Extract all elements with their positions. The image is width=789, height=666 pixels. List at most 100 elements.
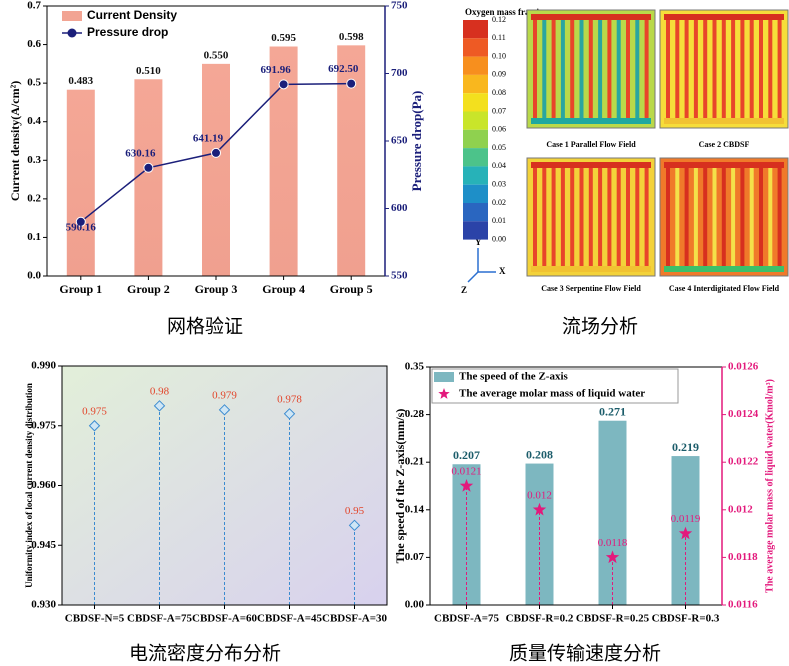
- colorbar-label: 0.06: [492, 125, 506, 134]
- bar-value-label: 0.207: [453, 448, 480, 462]
- flow-channel: [635, 20, 640, 118]
- y-tick-label: 0.00: [405, 599, 425, 611]
- flow-channel: [664, 162, 784, 168]
- line-value-label: 692.50: [328, 63, 359, 75]
- chart: 0.483 0.510 0.550 0.595 0.598 590.16 630.16 641…: [8, 0, 424, 296]
- flow-channel: [759, 20, 763, 118]
- y-tick-label: 0.960: [31, 479, 56, 491]
- colorbar-segment: [463, 221, 488, 240]
- star-value-label: 0.0118: [598, 537, 628, 549]
- colorbar-segment: [463, 20, 488, 39]
- y-tick-label: 0.0: [27, 270, 41, 282]
- axis-label: X: [499, 266, 506, 276]
- flow-channel: [675, 168, 680, 266]
- legend-label: The average molar mass of liquid water: [459, 388, 645, 400]
- case-label: Case 3 Serpentine Flow Field: [541, 284, 641, 293]
- y-tick-label: 0.2: [27, 192, 41, 204]
- flow-channel: [768, 168, 773, 266]
- flow-channel: [731, 20, 736, 118]
- line-marker: [211, 147, 221, 158]
- flow-channel: [749, 20, 754, 118]
- colorbar-label: 0.02: [492, 198, 506, 207]
- colorbar-segment: [463, 148, 488, 167]
- bar-value-label: 0.483: [68, 75, 93, 87]
- flow-channel: [588, 168, 593, 266]
- lollipop-marker: [218, 404, 231, 416]
- star-value-label: 0.0121: [451, 466, 481, 478]
- x-tick-label: CBDSF-N=5: [65, 613, 125, 625]
- x-tick-label: CBDSF-A=45: [257, 613, 322, 625]
- flow-channel: [616, 20, 621, 118]
- flow-channel: [721, 168, 726, 266]
- y2-tick-label: 0.0126: [728, 361, 759, 373]
- flow-channel: [731, 168, 736, 266]
- caption: 流场分析: [562, 315, 638, 337]
- x-tick-label: CBDSF-A=60: [192, 613, 257, 625]
- axis-label: Z: [461, 285, 467, 295]
- star-marker: [459, 479, 474, 492]
- y2-tick-label: 600: [391, 202, 408, 214]
- star-value-label: 0.0119: [671, 513, 701, 525]
- y2-tick-label: 0.012: [728, 503, 753, 515]
- chart: 0.975 0.98 0.979 0.978 0.95 0.930 0.945 0.960 0.…: [24, 360, 388, 625]
- y2-tick-label: 0.0124: [728, 408, 759, 420]
- lollipop-value-label: 0.98: [150, 385, 170, 397]
- line-value-label: 590.16: [66, 221, 97, 233]
- flow-channel: [542, 20, 547, 118]
- star-marker: [678, 526, 693, 540]
- x-tick-label: Group 2: [127, 282, 170, 296]
- flow-channel: [712, 168, 717, 266]
- x-tick-label: CBDSF-R=0.25: [576, 613, 650, 625]
- flow-channel: [703, 168, 708, 266]
- colorbar-label: 0.11: [492, 33, 506, 42]
- colorbar-label: 0.12: [492, 15, 506, 24]
- bar: [66, 89, 95, 276]
- x-tick-label: CBDSF-R=0.3: [652, 613, 720, 625]
- flow-channel: [740, 168, 745, 266]
- colorbar-label: 0.08: [492, 88, 506, 97]
- x-tick-label: CBDSF-A=30: [322, 613, 387, 625]
- flow-channel: [693, 168, 698, 266]
- flow-channel: [598, 20, 603, 118]
- y-tick-label: 0.1: [27, 231, 41, 243]
- flow-channel: [531, 162, 651, 168]
- flow-channel: [644, 20, 649, 118]
- colorbar-segment: [463, 203, 488, 222]
- y2-tick-label: 700: [391, 67, 408, 79]
- y-axis-title: Current density(A/cm²): [8, 81, 22, 201]
- colorbar-segment: [463, 129, 488, 149]
- flow-channel: [644, 168, 649, 266]
- flow-channel: [616, 168, 621, 266]
- flow-channel: [740, 20, 745, 118]
- line-marker: [346, 78, 357, 89]
- flow-channel: [560, 168, 565, 266]
- caption: 质量传输速度分析: [509, 642, 661, 664]
- flow-channel: [666, 168, 670, 266]
- legend-label: The speed of the Z-axis: [459, 371, 569, 383]
- flow-channel: [531, 118, 651, 124]
- flow-channel: [684, 168, 689, 266]
- flow-channel: [542, 168, 547, 266]
- y2-tick-label: 750: [391, 0, 408, 12]
- y-tick-label: 0.28: [405, 408, 425, 420]
- lollipop-value-label: 0.95: [345, 505, 365, 517]
- flow-channel: [777, 20, 782, 118]
- bar-value-label: 0.219: [672, 440, 699, 454]
- x-tick-label: Group 3: [195, 282, 238, 296]
- y-axis-title: The speed of the Z-axis(mm/s): [393, 409, 407, 564]
- flow-channel: [635, 168, 640, 266]
- flow-channel: [560, 20, 565, 118]
- y2-tick-label: 650: [391, 135, 408, 147]
- y-tick-label: 0.975: [31, 419, 56, 431]
- x-tick-label: Group 4: [262, 282, 305, 296]
- colorbar-label: 0.00: [492, 234, 506, 243]
- colorbar-label: 0.03: [492, 180, 506, 189]
- y2-tick-label: 0.0122: [728, 456, 759, 468]
- y-tick-label: 0.3: [27, 154, 41, 166]
- flow-channel: [664, 118, 784, 124]
- legend-swatch: [434, 372, 454, 382]
- legend-box: [431, 368, 679, 404]
- line-marker: [75, 216, 86, 227]
- flow-channel: [533, 20, 537, 118]
- flow-channel: [666, 20, 670, 118]
